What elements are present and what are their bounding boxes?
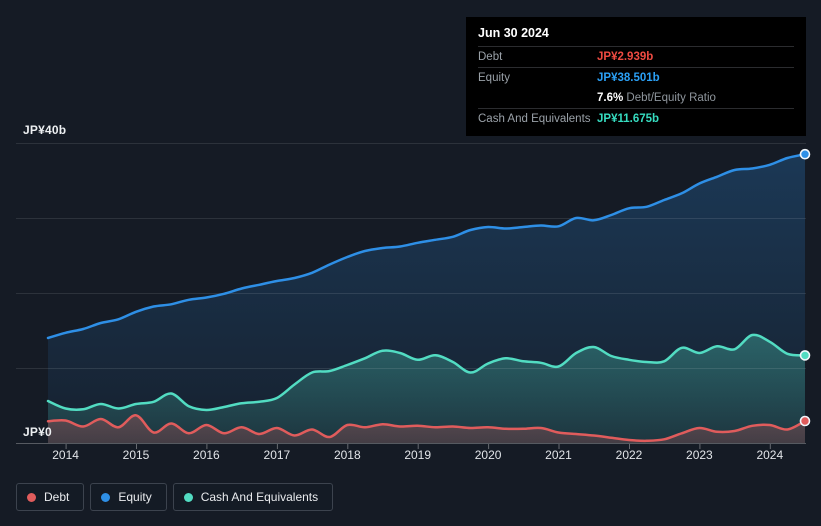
cash-area-fill: [48, 334, 805, 443]
tooltip-cash-value: JP¥11.675b: [597, 112, 660, 125]
x-axis-label-2015: 2015: [122, 448, 150, 462]
chart-legend: Debt Equity Cash And Equivalents: [16, 483, 334, 511]
cash-line: [46, 333, 807, 412]
cash-legend-dot-icon: [183, 492, 193, 502]
y-axis-label-zero: JP¥0: [23, 425, 52, 439]
equity-line: [46, 152, 807, 340]
tooltip-debt-row: Debt JP¥2.939b: [478, 47, 794, 67]
tooltip-date: Jun 30 2024: [478, 23, 794, 47]
tooltip-equity-row: Equity JP¥38.501b: [478, 67, 794, 88]
x-axis-label-2023: 2023: [686, 448, 713, 462]
x-axis-label-2018: 2018: [333, 448, 361, 462]
x-axis-label-2022: 2022: [615, 448, 643, 462]
legend-label-debt: Debt: [44, 490, 70, 504]
debt-area-fill: [48, 415, 805, 443]
tooltip-equity-value: JP¥38.501b: [597, 71, 660, 84]
x-axis-label-2019: 2019: [404, 448, 432, 462]
x-axis-label-2014: 2014: [52, 448, 79, 462]
y-axis-label-top: JP¥40b: [23, 123, 67, 137]
x-axis-label-2020: 2020: [474, 448, 502, 462]
tooltip-debt-label: Debt: [478, 50, 503, 63]
equity-end-marker: [799, 148, 811, 160]
debt-line: [46, 414, 807, 443]
debt-end-marker: [799, 415, 811, 427]
legend-label-cash: Cash And Equivalents: [200, 490, 319, 504]
tooltip-cash-row: Cash And Equivalents JP¥11.675b: [478, 108, 794, 129]
debt-legend-dot-icon: [27, 492, 36, 502]
chart-tooltip: Jun 30 2024 Debt JP¥2.939b Equity JP¥38.…: [466, 17, 806, 136]
legend-item-equity[interactable]: Equity: [90, 483, 167, 511]
tooltip-ratio-label: Debt/Equity Ratio: [626, 91, 716, 104]
tooltip-cash-label: Cash And Equivalents: [478, 112, 591, 125]
cash-end-marker: [799, 350, 811, 361]
tooltip-ratio-row: 7.6% Debt/Equity Ratio: [478, 88, 794, 108]
x-axis-label-2021: 2021: [545, 448, 572, 462]
tooltip-debt-value: JP¥2.939b: [597, 50, 654, 63]
tooltip-ratio-number: 7.6%: [597, 91, 624, 104]
legend-label-equity: Equity: [118, 490, 152, 504]
x-axis-label-2017: 2017: [263, 448, 291, 462]
x-axis-label-2024: 2024: [756, 448, 784, 462]
legend-item-cash[interactable]: Cash And Equivalents: [172, 483, 334, 511]
tooltip-equity-label: Equity: [478, 71, 510, 84]
x-axis-label-2016: 2016: [193, 448, 220, 462]
equity-legend-dot-icon: [101, 492, 111, 502]
legend-item-debt[interactable]: Debt: [16, 483, 85, 511]
tooltip-ratio-value: 7.6% Debt/Equity Ratio: [597, 91, 716, 106]
